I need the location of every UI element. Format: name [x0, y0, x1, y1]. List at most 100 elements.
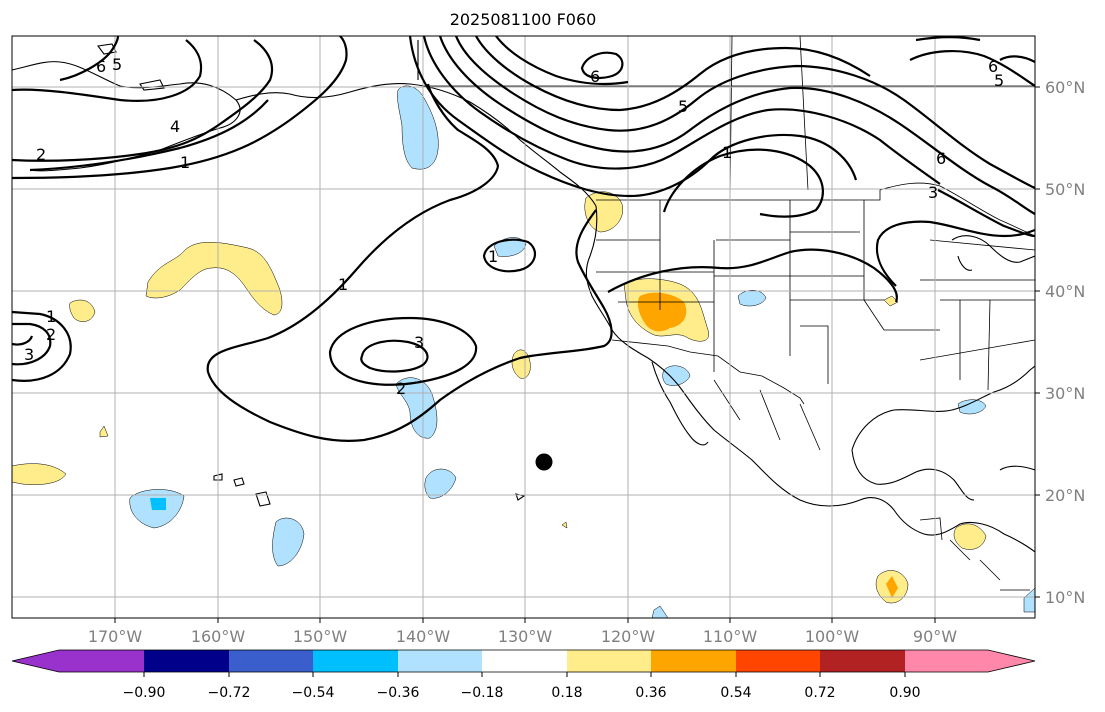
- contour-label: 6: [590, 67, 600, 86]
- contour-labels: 6 5 4 2 1 6 5 1 6 3 1 1 3 2 1 3 2 6 5: [24, 55, 1004, 398]
- colorbar: −0.90 −0.72 −0.54 −0.36 −0.18 0.18 0.36 …: [11, 649, 1036, 701]
- shade-negative: [424, 468, 457, 499]
- contours: [12, 36, 1035, 442]
- contour-line: [580, 51, 624, 79]
- shade-positive: [145, 242, 283, 316]
- colorbar-segment: [482, 650, 567, 672]
- contour-line: [360, 339, 429, 373]
- coastline: [235, 82, 597, 207]
- shade-negative: [662, 365, 691, 386]
- shade-positive: [99, 425, 109, 438]
- colorbar-tick-label: −0.90: [123, 685, 166, 701]
- lon-label: 110°W: [703, 627, 758, 646]
- colorbar-tick-label: −0.72: [208, 685, 251, 701]
- colorbar-tick-label: 0.72: [804, 685, 835, 701]
- shade-negative-mid: [150, 498, 166, 510]
- colorbar-tick-label: −0.54: [292, 685, 335, 701]
- lat-label: 30°N: [1045, 384, 1085, 403]
- contour-line: [12, 335, 34, 346]
- colorbar-segment: [736, 650, 820, 672]
- contour-line: [12, 39, 203, 102]
- shade-positive-mid: [886, 576, 898, 598]
- graticule: [12, 36, 1035, 618]
- tick-marks: [114, 86, 1040, 623]
- longitude-labels: 170°W 160°W 150°W 140°W 130°W 120°W 110°…: [88, 627, 957, 646]
- contour-label: 6: [936, 149, 946, 168]
- lon-label: 100°W: [805, 627, 860, 646]
- coastline: [585, 205, 1035, 553]
- colorbar-segment: [905, 650, 988, 672]
- shade-positive: [561, 521, 568, 529]
- border-us-canada: [596, 182, 1035, 237]
- contour-label: 6: [96, 57, 106, 76]
- contour-line: [206, 83, 500, 373]
- coastline: [851, 449, 975, 501]
- contour-label: 2: [46, 325, 56, 344]
- contour-label: 5: [994, 71, 1004, 90]
- contour-line: [454, 36, 1035, 190]
- contour-label: 4: [170, 117, 180, 136]
- contour-line: [12, 310, 72, 382]
- contour-line: [909, 49, 1035, 87]
- contour-line: [12, 39, 274, 162]
- lon-label: 90°W: [913, 627, 957, 646]
- colorbar-extend-min: [12, 650, 59, 672]
- colorbar-segment: [144, 650, 229, 672]
- shade-positive: [12, 463, 67, 485]
- lon-label: 170°W: [88, 627, 143, 646]
- contour-label: 5: [112, 55, 122, 74]
- border-us-mexico: [611, 339, 805, 405]
- shaded-regions: [12, 85, 1035, 618]
- contour-line: [475, 36, 871, 112]
- contour-line: [408, 36, 858, 198]
- island: [97, 43, 165, 91]
- colorbar-tick-label: 0.90: [889, 685, 920, 701]
- colorbar-segment: [313, 650, 398, 672]
- colorbar-segment: [567, 650, 651, 672]
- shade-positive: [953, 523, 987, 550]
- colorbar-segment: [820, 650, 905, 672]
- lon-label: 120°W: [601, 627, 656, 646]
- lat-label: 10°N: [1045, 588, 1085, 607]
- shade-negative: [651, 605, 669, 618]
- shade-negative: [493, 237, 527, 257]
- lat-label: 50°N: [1045, 180, 1085, 199]
- contour-line: [422, 36, 941, 185]
- lake: [951, 235, 1035, 263]
- colorbar-segment: [59, 650, 144, 672]
- contour-label: 2: [396, 379, 406, 398]
- contour-line: [607, 248, 898, 303]
- contour-line: [438, 36, 1035, 215]
- map-title: 2025081100 F060: [449, 10, 597, 29]
- latitude-labels: 60°N 50°N 40°N 30°N 20°N 10°N: [1045, 78, 1085, 607]
- contour-line: [206, 209, 613, 442]
- shade-positive: [69, 299, 96, 322]
- shade-negative: [272, 517, 305, 567]
- colorbar-segment: [398, 650, 482, 672]
- contour-label: 1: [338, 275, 348, 294]
- contour-label: 5: [678, 97, 688, 116]
- shade-negative: [957, 399, 987, 415]
- coastline: [999, 465, 1035, 471]
- contour-line: [59, 36, 120, 82]
- contour-line: [12, 36, 348, 180]
- contour-label: 2: [36, 145, 46, 164]
- contour-line: [29, 99, 269, 172]
- contour-line: [482, 238, 537, 273]
- mexico-lines: [713, 379, 821, 451]
- position-marker: [535, 453, 553, 471]
- colorbar-tick-label: −0.36: [377, 685, 420, 701]
- lon-label: 150°W: [293, 627, 348, 646]
- shade-positive: [584, 191, 624, 233]
- coastline: [651, 361, 709, 446]
- contour-line: [875, 220, 1035, 287]
- shade-negative: [1023, 587, 1035, 613]
- contour-label: 3: [928, 183, 938, 202]
- coastline: [851, 365, 1035, 451]
- central-america-lines: [919, 517, 1030, 591]
- contour-line: [915, 36, 981, 42]
- lat-label: 60°N: [1045, 78, 1085, 97]
- contour-line: [999, 55, 1035, 63]
- lon-label: 140°W: [396, 627, 451, 646]
- contour-line: [495, 36, 629, 86]
